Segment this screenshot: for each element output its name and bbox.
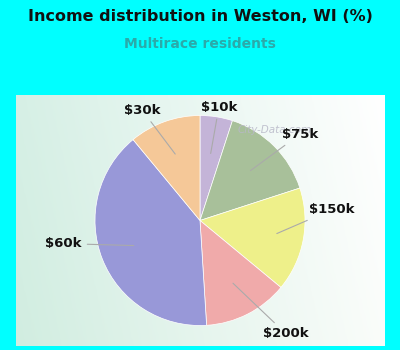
Text: City-Data.com: City-Data.com (238, 125, 312, 135)
Wedge shape (200, 220, 281, 325)
Wedge shape (133, 116, 200, 220)
Text: $60k: $60k (45, 237, 134, 250)
Text: $30k: $30k (124, 104, 175, 154)
Text: $10k: $10k (201, 100, 237, 153)
Wedge shape (200, 116, 232, 220)
Text: $75k: $75k (250, 128, 318, 170)
Text: Income distribution in Weston, WI (%): Income distribution in Weston, WI (%) (28, 9, 372, 24)
Wedge shape (200, 188, 305, 287)
Wedge shape (95, 140, 206, 326)
Wedge shape (200, 121, 300, 220)
Text: Multirace residents: Multirace residents (124, 37, 276, 51)
Text: $200k: $200k (233, 283, 309, 341)
Text: $150k: $150k (277, 203, 354, 233)
